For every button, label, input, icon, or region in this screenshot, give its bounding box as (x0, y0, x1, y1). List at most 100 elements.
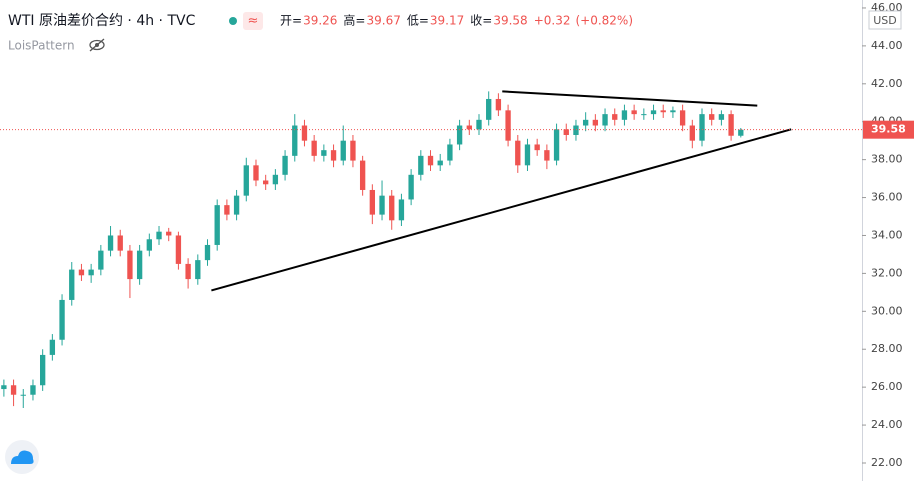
candle-body (369, 189, 376, 215)
candle-body (301, 125, 308, 141)
candle-body (359, 160, 366, 190)
legend-label: 低= (407, 14, 429, 28)
candle-body (709, 114, 715, 120)
candle-body (427, 155, 434, 166)
y-tick-label: 30.00 (871, 304, 903, 317)
last-price-label: 39.58 (871, 123, 906, 136)
y-tick-label: 28.00 (871, 342, 903, 355)
indicator-name: LoisPattern (8, 39, 75, 53)
candle-body (166, 231, 172, 236)
candle-body (738, 129, 744, 136)
candle-body (553, 129, 560, 161)
candle-body (175, 235, 182, 264)
legend-value: 39.26 (303, 14, 337, 28)
logo-cloud (11, 450, 34, 464)
trend-line (211, 128, 792, 292)
candle-body (437, 160, 443, 166)
legend-label: 开= (280, 14, 302, 28)
candle-body (69, 269, 75, 300)
candle-body (524, 144, 531, 166)
legend-value: 39.67 (366, 14, 400, 28)
candle-body (476, 119, 482, 130)
candle-body (573, 125, 579, 135)
plot-area (0, 90, 862, 409)
visibility-icon[interactable] (89, 38, 105, 52)
trend-line (502, 90, 758, 107)
y-tick-label: 22.00 (871, 456, 903, 469)
candle-body (117, 235, 123, 251)
symbol-title: WTI 原油差价合约 · 4h · TVC (8, 13, 196, 29)
candle-body (321, 150, 327, 156)
candle-body (650, 110, 657, 115)
candle-body (689, 125, 695, 141)
candle-body (486, 98, 492, 120)
legend-value: 39.17 (430, 14, 464, 28)
y-tick-label: 24.00 (871, 418, 903, 431)
candle-body (330, 150, 337, 161)
candle-body (495, 98, 502, 111)
candle-body (243, 165, 249, 196)
y-tick-label: 44.00 (871, 39, 903, 52)
candle-body (456, 125, 463, 145)
candle-body (398, 199, 405, 221)
currency-label: USD (873, 14, 897, 27)
eye-slash (89, 38, 105, 52)
candle-body (78, 269, 85, 276)
y-tick-label: 36.00 (871, 191, 903, 204)
candle-body (224, 205, 230, 215)
candle-body (88, 269, 94, 276)
candle-body (418, 155, 424, 175)
y-tick-label: 42.00 (871, 77, 903, 90)
price-axis: 22.00 24.00 26.00 28.00 30.00 32.00 34.00 36.00… (862, 1, 914, 469)
candle-body (39, 354, 46, 386)
candle-body (563, 129, 569, 135)
candle-body (447, 144, 453, 161)
legend-header: WTI 原油差价合约 · 4h · TVC ≈ LoisPattern USD … (8, 10, 902, 53)
y-tick-label: 32.00 (871, 266, 903, 279)
candle-body (195, 260, 201, 280)
candle-body (641, 114, 647, 116)
candle-body (631, 110, 637, 115)
candle-body (136, 250, 143, 280)
candle-body (350, 140, 356, 161)
candle-body (592, 119, 599, 126)
candle-body (272, 174, 279, 185)
candle-body (602, 114, 608, 126)
candle-body (544, 150, 550, 161)
logo[interactable] (5, 440, 39, 474)
candle-body (146, 239, 152, 251)
candle-body (156, 231, 162, 240)
candle-body (292, 125, 298, 156)
candle-body (699, 114, 705, 141)
candle-body (728, 114, 734, 136)
currency-box (868, 10, 902, 30)
candle-body (670, 110, 676, 113)
y-tick-label: 26.00 (871, 380, 903, 393)
candle-body (10, 385, 17, 395)
candle-body (505, 110, 511, 141)
candle-body (582, 119, 589, 126)
last-price-box (863, 120, 914, 139)
candle-body (49, 339, 56, 355)
legend-change: +0.32 (534, 14, 571, 28)
candle-body (214, 205, 220, 245)
candle-body (660, 110, 666, 113)
candle-body (466, 125, 472, 130)
candle-body (263, 180, 269, 185)
candle-body (253, 165, 259, 181)
legend-value: 39.58 (493, 14, 527, 28)
y-tick-label: 34.00 (871, 228, 903, 241)
candle-body (98, 250, 104, 270)
candle-body (379, 195, 385, 215)
candle-body (204, 244, 211, 261)
status-badge (243, 12, 263, 30)
candle-body (20, 394, 26, 396)
candle-body (679, 110, 686, 126)
candle-body (612, 114, 618, 120)
y-tick-label: 38.00 (871, 153, 903, 166)
status-dot (229, 17, 237, 25)
candle-body (1, 385, 7, 390)
